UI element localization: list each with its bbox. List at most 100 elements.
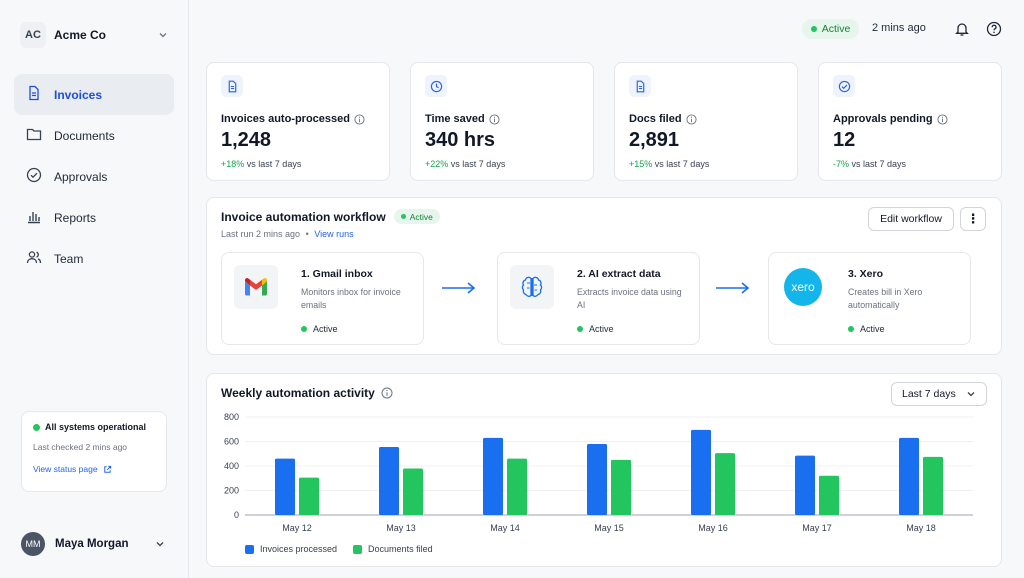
status-dot — [33, 423, 40, 431]
workflow-title: Invoice automation workflow — [221, 209, 386, 224]
bar-documents — [819, 475, 839, 515]
bar-invoices — [587, 443, 607, 515]
status-badge-label: Active — [821, 23, 851, 35]
sidebar-item-reports[interactable]: Reports — [14, 197, 174, 238]
sidebar-item-label: Invoices — [54, 87, 103, 102]
bar-invoices — [795, 455, 815, 515]
sidebar-item-label: Documents — [54, 128, 115, 143]
document-icon — [26, 85, 54, 104]
user-menu[interactable]: MM Maya Morgan — [21, 531, 167, 557]
edit-workflow-button[interactable]: Edit workflow — [868, 207, 954, 231]
x-tick-label: May 18 — [906, 523, 936, 533]
x-tick-label: May 15 — [594, 523, 624, 533]
stat-card-approvals: Approvals pending 12 -7% vs last 7 days — [818, 62, 1002, 181]
status-badge: Active — [802, 19, 859, 39]
sidebar-nav: Invoices Documents Approvals Reports Tea… — [14, 74, 174, 279]
stat-value: 12 — [833, 129, 856, 151]
stat-value: 340 hrs — [425, 129, 496, 151]
bar-documents — [611, 459, 631, 515]
bar-documents — [403, 468, 423, 515]
bar-chart-icon — [26, 208, 54, 227]
workflow-step-xero[interactable]: xero 3. Xero Creates bill in Xero automa… — [768, 252, 971, 345]
stat-change-suffix: vs last 7 days — [654, 159, 710, 169]
stat-change: +18% — [221, 159, 245, 169]
org-avatar: AC — [20, 22, 46, 48]
check-circle-icon — [833, 75, 855, 97]
x-tick-label: May 17 — [802, 523, 832, 533]
stat-label: Invoices auto-processed — [221, 113, 350, 125]
xero-logo: xero — [784, 268, 822, 306]
view-status-label: View status page — [33, 464, 98, 474]
y-tick-label: 600 — [224, 437, 239, 447]
brain-icon — [510, 265, 554, 309]
bar-documents — [715, 453, 735, 515]
stat-card-invoices: Invoices auto-processed 1,248 +18% vs la… — [206, 62, 390, 181]
legend-item: Documents filed — [353, 544, 433, 554]
legend-label: Documents filed — [368, 544, 433, 554]
info-icon — [381, 387, 393, 399]
org-switcher[interactable]: AC Acme Co — [20, 22, 170, 48]
legend-label: Invoices processed — [260, 544, 338, 554]
x-tick-label: May 12 — [282, 523, 312, 533]
document-icon — [629, 75, 651, 97]
more-options-button[interactable]: ⋮ — [960, 207, 986, 231]
sidebar-item-team[interactable]: Team — [14, 238, 174, 279]
help-icon[interactable] — [984, 19, 1004, 39]
stat-change-suffix: vs last 7 days — [450, 159, 506, 169]
info-icon — [489, 113, 500, 125]
system-status-checked: Last checked 2 mins ago — [33, 442, 128, 452]
stat-label: Approvals pending — [833, 113, 933, 125]
arrow-right-icon — [442, 282, 476, 294]
chart-legend: Invoices processed Documents filed — [245, 544, 449, 554]
last-updated: 2 mins ago — [872, 22, 926, 34]
step-title: 2. AI extract data — [577, 268, 661, 280]
arrow-right-icon — [716, 282, 750, 294]
sidebar-item-documents[interactable]: Documents — [14, 115, 174, 156]
stat-card-docs-filed: Docs filed 2,891 +15% vs last 7 days — [614, 62, 798, 181]
step-description: Extracts invoice data using AI — [577, 287, 682, 310]
check-circle-icon — [26, 167, 54, 186]
folder-icon — [26, 126, 54, 145]
step-status: Active — [848, 324, 885, 334]
view-runs-link[interactable]: View runs — [314, 229, 354, 239]
bar-invoices — [379, 447, 399, 515]
step-status: Active — [301, 324, 338, 334]
step-description: Monitors inbox for invoice emails — [301, 287, 401, 310]
users-icon — [26, 249, 54, 268]
y-tick-label: 200 — [224, 486, 239, 496]
sidebar-item-approvals[interactable]: Approvals — [14, 156, 174, 197]
gmail-icon — [234, 265, 278, 309]
stat-change-suffix: vs last 7 days — [246, 159, 302, 169]
x-tick-label: May 14 — [490, 523, 520, 533]
system-status-card: All systems operational Last checked 2 m… — [21, 411, 167, 492]
workflow-panel: Invoice automation workflow Active Last … — [206, 197, 1002, 355]
chart-title: Weekly automation activity — [221, 386, 375, 400]
sidebar-item-label: Reports — [54, 210, 97, 225]
stat-change-suffix: vs last 7 days — [851, 159, 907, 169]
bar-documents — [507, 458, 527, 515]
bar-documents — [299, 477, 319, 515]
workflow-step-gmail[interactable]: 1. Gmail inbox Monitors inbox for invoic… — [221, 252, 424, 345]
y-tick-label: 0 — [234, 510, 239, 520]
info-icon — [686, 113, 697, 125]
date-range-select[interactable]: Last 7 days — [891, 382, 987, 406]
chevron-down-icon — [156, 28, 170, 42]
bar-chart: 0 200 400 600 800 May 12 May 13 May 14 May 15 May… — [224, 412, 973, 533]
y-tick-label: 400 — [224, 461, 239, 471]
workflow-step-ai-extract[interactable]: 2. AI extract data Extracts invoice data… — [497, 252, 700, 345]
step-description: Creates bill in Xero automatically — [848, 287, 923, 310]
bar-invoices — [275, 458, 295, 515]
bell-icon[interactable] — [952, 19, 972, 39]
stat-change: +22% — [425, 159, 449, 169]
sidebar-item-invoices[interactable]: Invoices — [14, 74, 174, 115]
step-title: 3. Xero — [848, 268, 884, 280]
system-status-title: All systems operational — [45, 422, 147, 432]
stat-value: 2,891 — [629, 129, 680, 151]
x-tick-label: May 13 — [386, 523, 416, 533]
stat-card-time-saved: Time saved 340 hrs +22% vs last 7 days — [410, 62, 594, 181]
stat-value: 1,248 — [221, 129, 272, 151]
stat-label: Time saved — [425, 113, 485, 125]
legend-item: Invoices processed — [245, 544, 337, 554]
view-status-link[interactable]: View status page — [33, 464, 155, 474]
bar-invoices — [483, 437, 503, 515]
